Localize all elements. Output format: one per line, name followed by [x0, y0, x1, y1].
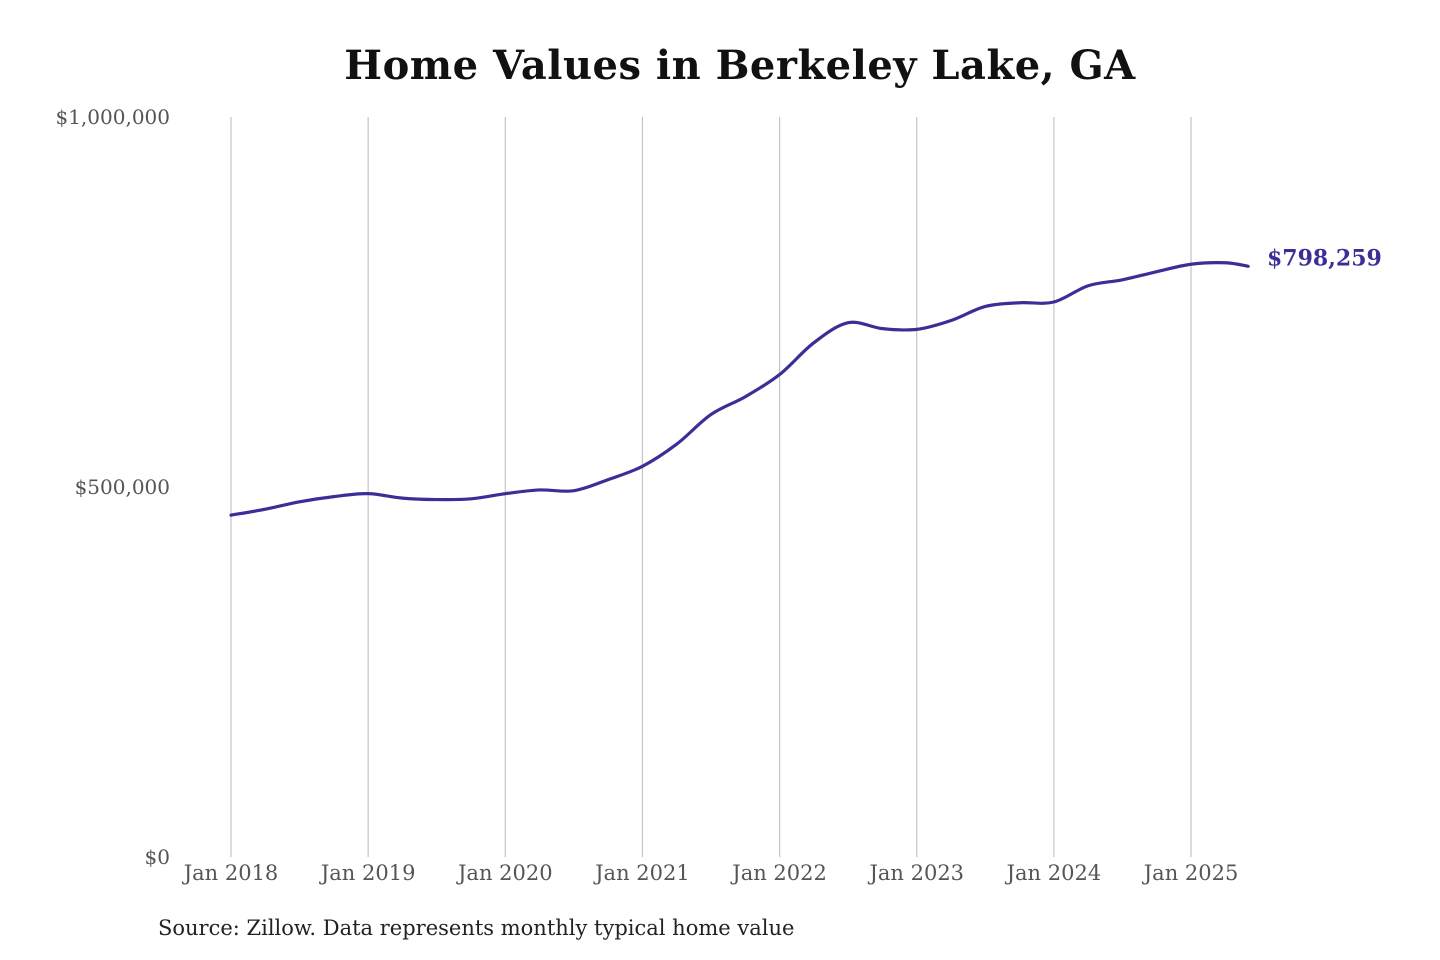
y-tick-label: $0: [145, 845, 170, 869]
x-tick-label: Jan 2021: [593, 861, 690, 885]
y-tick-label: $500,000: [75, 475, 170, 499]
chart-title: Home Values in Berkeley Lake, GA: [344, 42, 1136, 89]
x-tick-label: Jan 2018: [182, 861, 279, 885]
x-tick-label: Jan 2025: [1142, 861, 1239, 885]
x-axis-ticks: Jan 2018 Jan 2019 Jan 2020 Jan 2021 Jan 2022…: [182, 861, 1239, 885]
x-tick-label: Jan 2019: [319, 861, 416, 885]
x-tick-label: Jan 2023: [867, 861, 964, 885]
source-note: Source: Zillow. Data represents monthly …: [158, 916, 795, 940]
x-tick-label: Jan 2022: [730, 861, 827, 885]
series-layer: $798,259: [229, 245, 1382, 517]
grid-lines: [230, 117, 1192, 857]
x-tick-label: Jan 2020: [456, 861, 553, 885]
y-tick-label: $1,000,000: [55, 105, 170, 129]
series-line: [229, 261, 1250, 517]
y-axis-ticks: $0 $500,000 $1,000,000: [55, 105, 170, 869]
x-tick-label: Jan 2024: [1005, 861, 1102, 885]
end-value-label: $798,259: [1267, 245, 1382, 271]
